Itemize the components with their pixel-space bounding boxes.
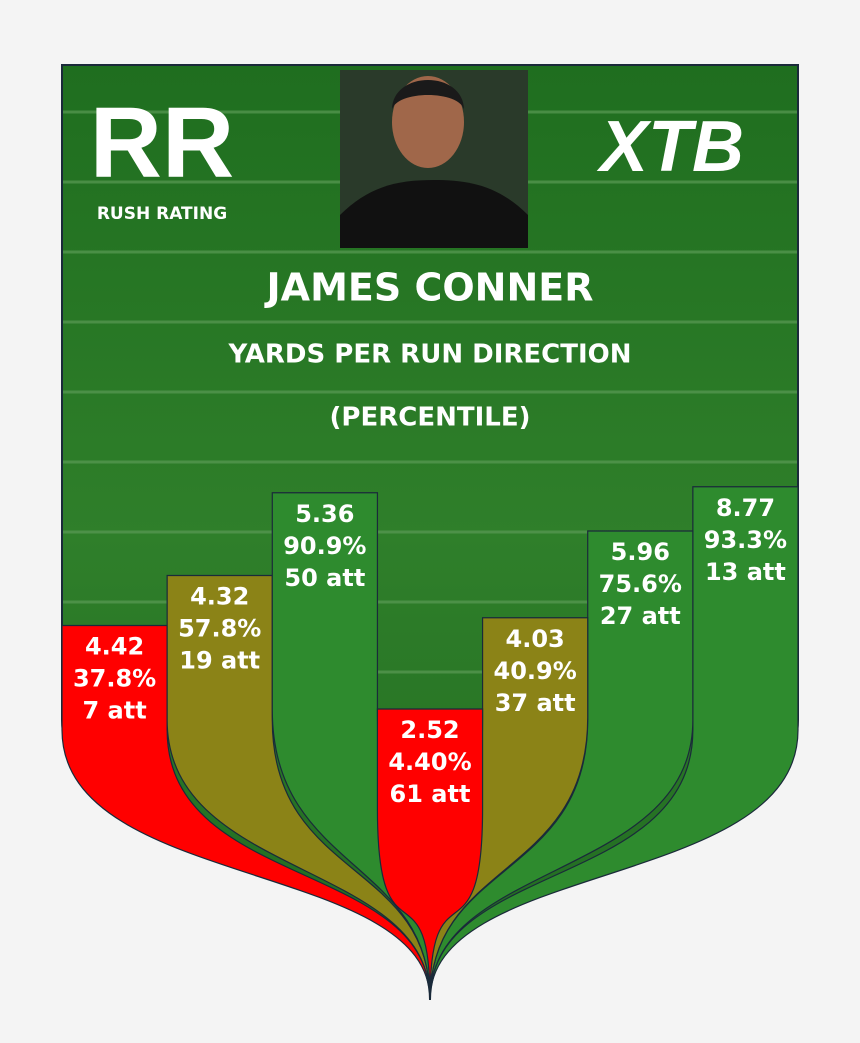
bars: 4.42 37.8% 7 att 4.32 57.8% 19 att 5.36 90.9% 50… — [61, 486, 799, 1001]
percentile-label: 57.8% — [178, 615, 261, 643]
yards-label: 4.42 — [85, 633, 144, 661]
percentile-label: 75.6% — [599, 570, 682, 598]
attempts-label: 50 att — [284, 564, 365, 592]
yards-label: 2.52 — [400, 716, 459, 744]
attempts-label: 19 att — [179, 647, 260, 675]
percentile-label: 90.9% — [283, 532, 366, 560]
attempts-label: 7 att — [82, 697, 146, 725]
chart-subtitle: YARDS PER RUN DIRECTION — [227, 340, 631, 370]
chart-title: JAMES CONNER — [264, 266, 594, 310]
attempts-label: 37 att — [495, 689, 576, 717]
left-logo: RR — [90, 86, 234, 198]
yards-label: 4.03 — [506, 625, 565, 653]
percentile-label: 4.40% — [388, 748, 471, 776]
attempts-label: 27 att — [600, 602, 681, 630]
bar — [376, 708, 484, 1001]
yards-label: 8.77 — [716, 494, 775, 522]
left-logo-caption: RUSH RATING — [97, 204, 227, 224]
yards-label: 4.32 — [190, 583, 249, 611]
yards-label: 5.36 — [295, 500, 354, 528]
player-photo — [340, 70, 528, 248]
attempts-label: 13 att — [705, 558, 786, 586]
percentile-label: 93.3% — [704, 526, 787, 554]
percentile-label: 40.9% — [494, 657, 577, 685]
attempts-label: 61 att — [390, 780, 471, 808]
yards-label: 5.96 — [611, 538, 670, 566]
percentile-label: 37.8% — [73, 665, 156, 693]
right-logo: XTB — [596, 107, 744, 187]
chart-note: (PERCENTILE) — [330, 403, 531, 433]
